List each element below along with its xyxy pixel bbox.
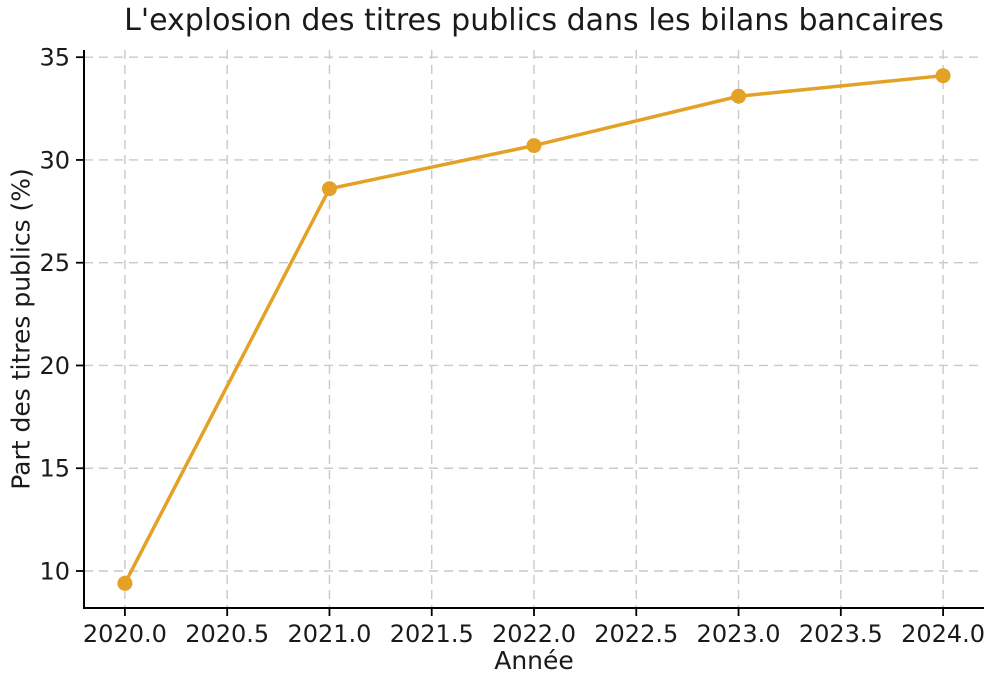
data-point-2024 xyxy=(935,68,951,84)
x-tick-label-2023.5: 2023.5 xyxy=(799,620,883,648)
chart-title: L'explosion des titres publics dans les … xyxy=(124,3,944,38)
x-tick-label-2021: 2021.0 xyxy=(287,620,371,648)
x-axis-label: Année xyxy=(494,646,574,675)
x-tick-label-2021.5: 2021.5 xyxy=(390,620,474,648)
y-tick-label-10: 10 xyxy=(39,558,70,586)
y-tick-label-25: 25 xyxy=(39,249,70,277)
y-tick-label-30: 30 xyxy=(39,146,70,174)
y-tick-label-35: 35 xyxy=(39,44,70,72)
x-tick-label-2024: 2024.0 xyxy=(901,620,985,648)
data-point-2023 xyxy=(731,88,747,104)
x-tick-label-2023: 2023.0 xyxy=(697,620,781,648)
y-tick-label-20: 20 xyxy=(39,352,70,380)
x-tick-label-2020.5: 2020.5 xyxy=(185,620,269,648)
y-tick-label-15: 15 xyxy=(39,455,70,483)
x-tick-label-2022.5: 2022.5 xyxy=(594,620,678,648)
data-point-2022 xyxy=(526,138,542,154)
x-tick-label-2022: 2022.0 xyxy=(492,620,576,648)
x-tick-label-2020: 2020.0 xyxy=(83,620,167,648)
data-point-2020 xyxy=(117,575,133,591)
data-point-2021 xyxy=(321,181,337,197)
